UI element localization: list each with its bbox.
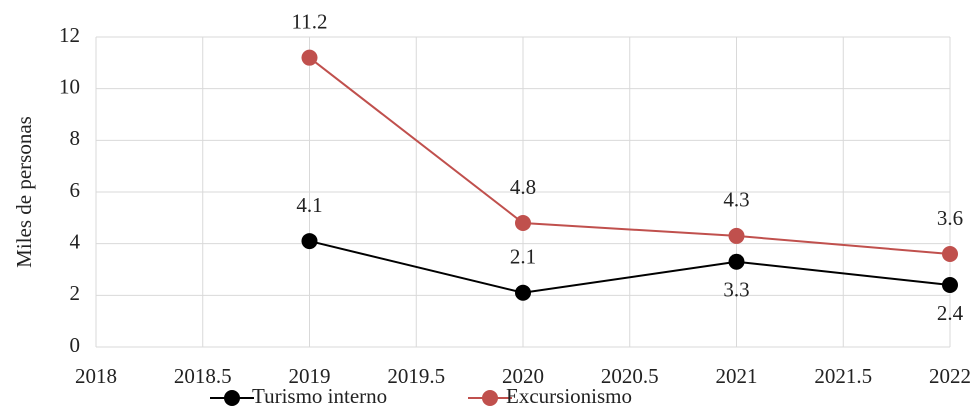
legend-label: Turismo interno: [252, 384, 387, 408]
y-tick-label: 8: [70, 126, 81, 150]
data-point: [515, 215, 531, 231]
data-label: 4.8: [510, 175, 536, 199]
y-tick-label: 10: [59, 74, 80, 98]
y-tick-label: 0: [70, 333, 81, 357]
data-point: [942, 277, 958, 293]
data-label: 4.3: [723, 188, 749, 212]
data-label: 3.6: [937, 206, 963, 230]
data-point: [515, 284, 531, 301]
data-label: 11.2: [292, 9, 328, 33]
data-point: [301, 233, 318, 250]
x-tick-label: 2021: [716, 364, 758, 388]
data-point: [301, 49, 318, 66]
legend-label: Excursionismo: [506, 384, 632, 408]
data-label: 4.1: [296, 193, 322, 217]
x-tick-label: 2019: [289, 364, 331, 388]
y-tick-label: 12: [59, 23, 80, 47]
x-tick-label: 2020: [502, 364, 544, 388]
x-tick-label: 2018.5: [174, 364, 232, 388]
data-label: 2.1: [510, 245, 536, 269]
y-tick-label: 2: [70, 281, 81, 305]
legend-marker: [482, 390, 498, 406]
data-point: [728, 253, 745, 270]
series-line: [308, 56, 951, 255]
series-line: [309, 240, 951, 294]
x-tick-label: 2019.5: [387, 364, 445, 388]
x-tick-label: 2022: [929, 364, 971, 388]
x-tick-label: 2018: [75, 364, 117, 388]
data-label: 2.4: [937, 301, 964, 325]
legend-marker: [224, 390, 240, 406]
y-tick-label: 6: [70, 178, 81, 202]
x-tick-label: 2020.5: [601, 364, 659, 388]
y-axis-label: Miles de personas: [12, 116, 36, 268]
data-point: [942, 246, 958, 262]
y-tick-label: 4: [70, 229, 81, 253]
x-tick-label: 2021.5: [814, 364, 872, 388]
data-point: [728, 227, 745, 244]
data-label: 3.3: [723, 278, 749, 302]
